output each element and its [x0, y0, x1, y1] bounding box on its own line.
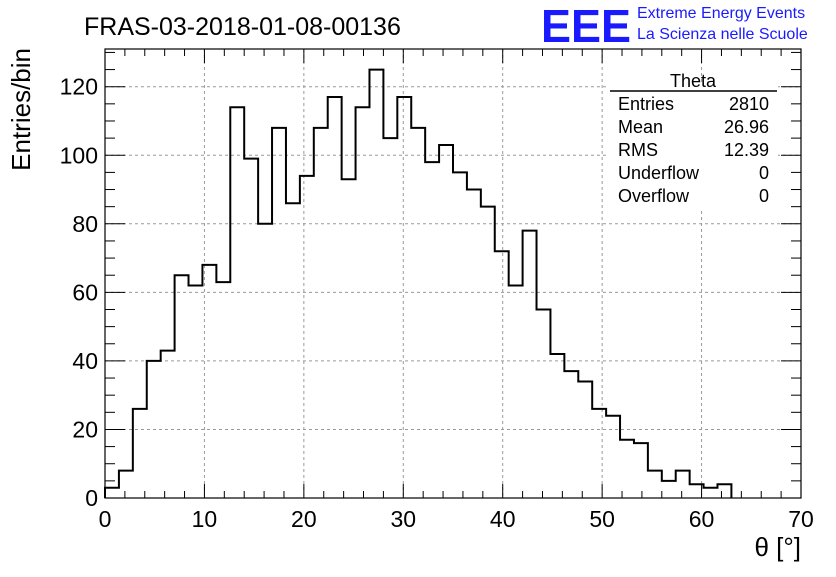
- histogram-bin: [453, 172, 467, 498]
- stats-value-mean: 26.96: [724, 117, 769, 137]
- histogram-series-theta: [104, 68, 733, 498]
- chart-title: FRAS-03-2018-01-08-00136: [84, 13, 401, 41]
- histogram-bin: [495, 251, 509, 498]
- x-tick-label: 10: [192, 506, 218, 532]
- histogram-bin: [523, 231, 537, 498]
- y-tick-label: 0: [85, 485, 98, 511]
- x-tick-label: 20: [291, 506, 317, 532]
- histogram-bin: [564, 371, 578, 498]
- histogram-bin: [328, 97, 342, 498]
- eee-logo-line1: Extreme Energy Events: [637, 5, 805, 22]
- x-tick-labels: 0 10 20 30 40 50 60 70: [99, 506, 814, 532]
- stats-value-entries: 2810: [729, 94, 769, 114]
- histogram-bin: [411, 128, 425, 498]
- histogram-bin: [258, 224, 272, 498]
- y-tick-label: 120: [60, 74, 98, 100]
- histogram-bin: [717, 484, 731, 498]
- histogram-bin: [606, 416, 620, 498]
- stats-box-title: Theta: [670, 71, 717, 91]
- histogram-bin: [634, 443, 648, 498]
- x-axis-title: θ [°]: [754, 532, 801, 562]
- histogram-bin: [509, 285, 523, 498]
- histogram-bin: [383, 138, 397, 498]
- y-tick-label: 20: [72, 416, 98, 442]
- histogram-bin: [300, 176, 314, 498]
- y-tick-label: 80: [72, 211, 98, 237]
- histogram-bin: [537, 309, 551, 498]
- histogram-bin: [648, 471, 662, 498]
- histogram-bin: [244, 159, 258, 498]
- x-tick-label: 40: [490, 506, 516, 532]
- histogram-bin: [676, 471, 690, 498]
- eee-logo-line2: La Scienza nelle Scuole: [637, 26, 808, 43]
- histogram-bin: [202, 265, 216, 498]
- x-tick-label: 0: [99, 506, 112, 532]
- y-tick-label: 100: [60, 142, 98, 168]
- eee-logo: EEE Extreme Energy Events La Scienza nel…: [541, 0, 808, 52]
- x-tick-label: 60: [689, 506, 715, 532]
- histogram-bin: [189, 285, 203, 498]
- histogram-bin: [230, 107, 244, 498]
- histogram-bin: [314, 128, 328, 498]
- histogram-bin: [286, 203, 300, 498]
- stats-value-underflow: 0: [759, 163, 769, 183]
- histogram-bin: [216, 282, 230, 498]
- histogram-bin: [704, 488, 718, 498]
- histogram-bin: [161, 351, 175, 498]
- histogram-bin: [175, 275, 189, 498]
- plot-frame: [104, 48, 802, 499]
- stats-label-overflow: Overflow: [618, 186, 690, 206]
- histogram-bin: [620, 440, 634, 498]
- histogram-bin: [578, 381, 592, 498]
- stats-box: Theta Entries 2810 Mean 26.96 RMS 12.39 …: [609, 71, 778, 210]
- histogram-bin: [119, 471, 133, 498]
- stats-value-overflow: 0: [759, 186, 769, 206]
- histogram-bin: [147, 361, 161, 498]
- eee-logo-letters: EEE: [541, 0, 631, 52]
- histogram-bin: [662, 481, 676, 498]
- stats-box-background: [609, 82, 778, 210]
- histogram-bin: [356, 107, 370, 498]
- y-axis-title: Entries/bin: [6, 48, 36, 171]
- histogram-bin: [397, 97, 411, 498]
- histogram-bin: [133, 409, 147, 498]
- histogram-bin: [439, 145, 453, 498]
- y-tick-label: 60: [72, 279, 98, 305]
- histogram-bin: [342, 179, 356, 498]
- x-tick-label: 30: [390, 506, 416, 532]
- histogram-bin: [592, 409, 606, 498]
- stats-label-underflow: Underflow: [618, 163, 700, 183]
- x-tick-label: 70: [788, 506, 814, 532]
- axis-ticks: [104, 49, 802, 499]
- histogram-bin: [105, 488, 119, 498]
- histogram-bin: [550, 354, 564, 498]
- stats-label-rms: RMS: [618, 140, 658, 160]
- x-tick-label: 50: [589, 506, 615, 532]
- grid-lines: [105, 49, 801, 498]
- stats-label-entries: Entries: [618, 94, 674, 114]
- histogram-bin: [425, 162, 439, 498]
- histogram-bin: [272, 128, 286, 498]
- histogram-bin: [369, 70, 383, 498]
- stats-value-rms: 12.39: [724, 140, 769, 160]
- histogram-bin: [481, 207, 495, 498]
- histogram-bin: [467, 190, 481, 498]
- y-tick-labels: 0 20 40 60 80 100 120: [60, 74, 98, 511]
- y-tick-label: 40: [72, 348, 98, 374]
- stats-label-mean: Mean: [618, 117, 663, 137]
